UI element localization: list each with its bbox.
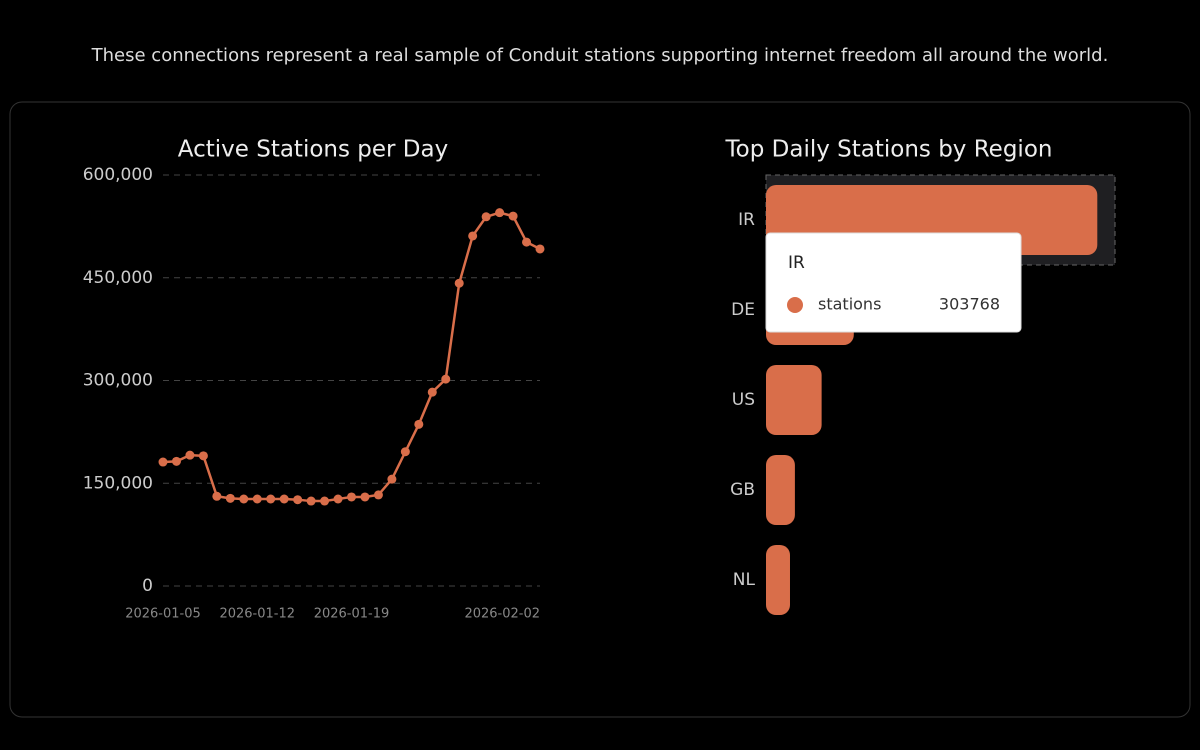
chart-title: Active Stations per Day xyxy=(178,137,448,163)
tooltip-value: 303768 xyxy=(939,295,1000,314)
point xyxy=(360,492,370,502)
x-tick-label: 2026-01-19 xyxy=(314,607,390,622)
y-tick-label: 0 xyxy=(142,576,153,596)
bar xyxy=(766,545,790,615)
header-text: These connections represent a real sampl… xyxy=(91,45,1109,66)
point xyxy=(171,456,181,466)
tooltip-swatch xyxy=(787,297,803,313)
y-tick-label: US xyxy=(732,390,755,410)
tooltip-box xyxy=(765,232,1022,333)
line-chart: 0 150,000 300,000 450,000 600,000 2026-01-05 2… xyxy=(83,165,545,622)
bar xyxy=(766,455,795,525)
tooltip-series: stations xyxy=(818,295,881,314)
y-tick-label: 150,000 xyxy=(83,473,153,493)
point xyxy=(400,447,410,457)
point xyxy=(306,496,316,506)
point xyxy=(252,494,262,504)
chart-title: Top Daily Stations by Region xyxy=(725,137,1053,163)
point xyxy=(535,244,545,254)
point xyxy=(522,237,532,247)
point xyxy=(239,494,249,504)
x-tick-label: 2026-01-05 xyxy=(125,607,201,622)
point xyxy=(387,474,397,484)
point xyxy=(279,494,289,504)
y-tick-label: GB xyxy=(730,480,755,500)
y-tick-label: DE xyxy=(731,300,755,320)
tooltip: IR stations 303768 xyxy=(765,232,1022,333)
point xyxy=(441,374,451,384)
point xyxy=(320,496,330,506)
point xyxy=(212,491,222,501)
point xyxy=(454,278,464,288)
x-tick-label: 2026-02-02 xyxy=(464,607,540,622)
y-tick-label: NL xyxy=(733,570,756,590)
point xyxy=(468,231,478,241)
tooltip-title: IR xyxy=(788,253,805,273)
point xyxy=(333,494,343,504)
y-tick-label: IR xyxy=(738,210,755,230)
point xyxy=(427,387,437,397)
point xyxy=(158,457,168,467)
x-tick-label: 2026-01-12 xyxy=(219,607,295,622)
point xyxy=(373,490,383,500)
point xyxy=(266,494,276,504)
point xyxy=(508,211,518,221)
point xyxy=(198,451,208,461)
point xyxy=(185,450,195,460)
y-tick-label: 600,000 xyxy=(83,165,153,185)
bar xyxy=(766,365,822,435)
point xyxy=(347,492,356,502)
point xyxy=(293,495,303,505)
point xyxy=(481,212,491,222)
point xyxy=(414,419,424,429)
y-tick-label: 450,000 xyxy=(83,268,153,288)
y-tick-label: 300,000 xyxy=(83,371,153,391)
point xyxy=(495,208,505,218)
point xyxy=(225,493,235,503)
